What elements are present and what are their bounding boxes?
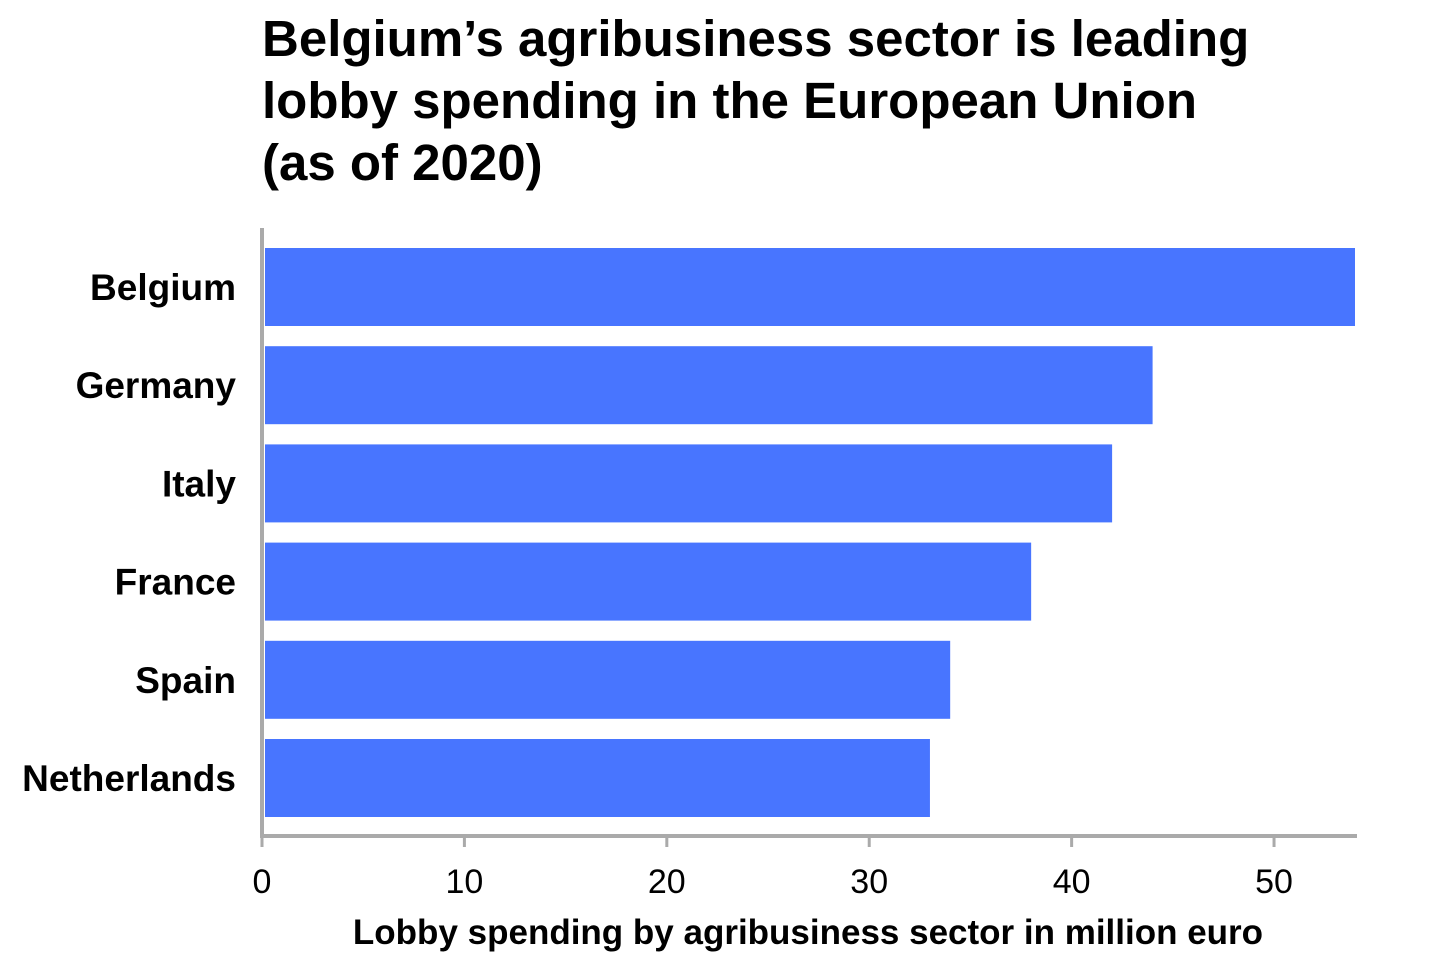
x-tick-label-20: 20 xyxy=(648,863,686,901)
category-label-netherlands: Netherlands xyxy=(22,758,236,799)
x-tick-label-40: 40 xyxy=(1053,863,1091,901)
category-label-italy: Italy xyxy=(162,463,236,504)
x-ticks: 0 10 20 30 40 50 xyxy=(253,836,1293,901)
category-label-belgium: Belgium xyxy=(90,267,236,308)
bar-spain xyxy=(265,640,951,719)
x-tick-label-0: 0 xyxy=(253,863,272,901)
bar-germany xyxy=(265,346,1153,425)
x-tick-label-50: 50 xyxy=(1255,863,1293,901)
x-axis-title: Lobby spending by agribusiness sector in… xyxy=(353,913,1263,952)
x-tick-label-30: 30 xyxy=(850,863,888,901)
category-label-germany: Germany xyxy=(76,365,237,406)
bar-france xyxy=(265,542,1032,621)
chart-title-line-1: Belgium’s agribusiness sector is leading xyxy=(262,10,1250,67)
x-tick-label-10: 10 xyxy=(445,863,483,901)
chart-title: Belgium’s agribusiness sector is leading… xyxy=(262,8,1442,194)
category-labels: Belgium Germany Italy France Spain Netherland… xyxy=(22,267,236,799)
chart-title-line-2: lobby spending in the European Union xyxy=(262,72,1197,129)
bars-group xyxy=(265,248,1355,817)
bar-netherlands xyxy=(265,739,930,817)
chart-title-line-3: (as of 2020) xyxy=(262,134,543,191)
category-label-france: France xyxy=(115,562,236,603)
axes xyxy=(260,228,1357,838)
category-label-spain: Spain xyxy=(135,660,236,701)
bar-belgium xyxy=(265,248,1355,326)
bar-italy xyxy=(265,444,1113,523)
